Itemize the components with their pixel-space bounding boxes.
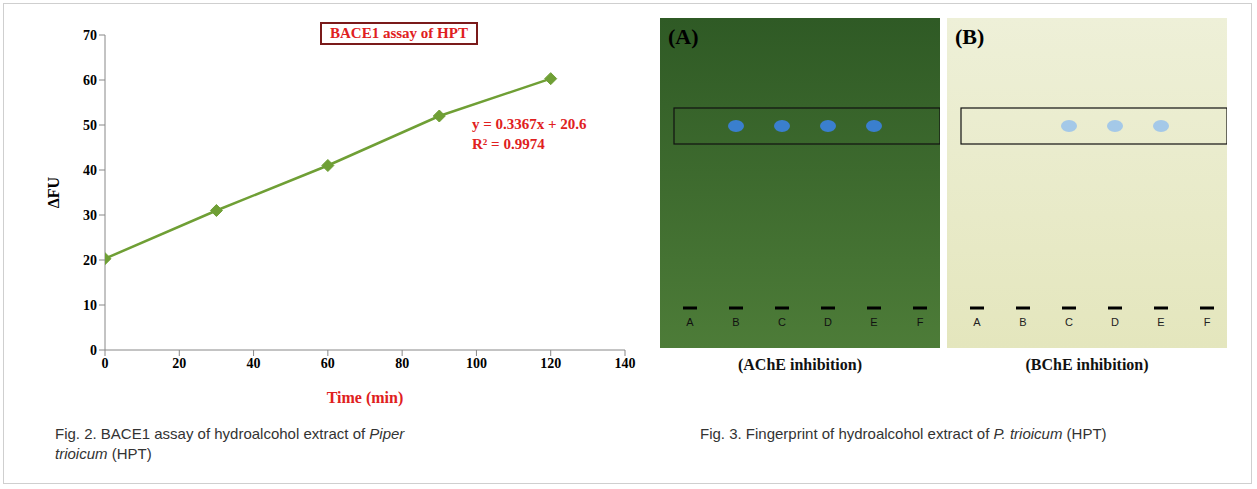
svg-text:0: 0 bbox=[102, 356, 109, 371]
svg-text:D: D bbox=[1111, 316, 1119, 328]
svg-text:C: C bbox=[778, 316, 786, 328]
svg-text:60: 60 bbox=[83, 73, 97, 88]
svg-text:10: 10 bbox=[83, 298, 97, 313]
svg-text:F: F bbox=[1204, 316, 1211, 328]
html-text:(AChE inhibition): (AChE inhibition) bbox=[738, 356, 862, 373]
svg-text:(A): (A) bbox=[668, 24, 699, 49]
svg-text:E: E bbox=[870, 316, 877, 328]
svg-text:60: 60 bbox=[321, 356, 335, 371]
svg-text:C: C bbox=[1065, 316, 1073, 328]
svg-text:20: 20 bbox=[83, 253, 97, 268]
svg-text:B: B bbox=[732, 316, 739, 328]
svg-text:80: 80 bbox=[395, 356, 409, 371]
html-text:y = 0.3367x + 20.6: y = 0.3367x + 20.6 bbox=[472, 116, 587, 132]
html-text:R² = 0.9974: R² = 0.9974 bbox=[472, 136, 545, 152]
svg-text:30: 30 bbox=[83, 208, 97, 223]
svg-text:E: E bbox=[1157, 316, 1164, 328]
svg-text:140: 140 bbox=[615, 356, 636, 371]
svg-text:A: A bbox=[686, 316, 694, 328]
svg-text:B: B bbox=[1019, 316, 1026, 328]
svg-text:50: 50 bbox=[83, 118, 97, 133]
svg-text:100: 100 bbox=[466, 356, 487, 371]
svg-text:70: 70 bbox=[83, 28, 97, 43]
html-text:(BChE inhibition): (BChE inhibition) bbox=[1025, 356, 1149, 373]
svg-text:0: 0 bbox=[90, 343, 97, 358]
html-text:Fig. 2. BACE1 assay of hydroal: Fig. 2. BACE1 assay of hydroalcohol extr… bbox=[55, 425, 405, 462]
svg-text:40: 40 bbox=[83, 163, 97, 178]
html-text:Fig. 3. Fingerprint of hydroal: Fig. 3. Fingerprint of hydroalcohol extr… bbox=[700, 425, 1107, 442]
svg-text:20: 20 bbox=[172, 356, 186, 371]
svg-text:40: 40 bbox=[247, 356, 261, 371]
svg-text:120: 120 bbox=[540, 356, 561, 371]
svg-text:ΔFU: ΔFU bbox=[45, 176, 62, 208]
svg-text:A: A bbox=[973, 316, 981, 328]
svg-text:F: F bbox=[917, 316, 924, 328]
svg-text:(B): (B) bbox=[955, 24, 984, 49]
html-text:BACE1 assay of HPT: BACE1 assay of HPT bbox=[330, 25, 468, 41]
svg-text:Time (min): Time (min) bbox=[327, 389, 404, 407]
svg-text:D: D bbox=[824, 316, 832, 328]
